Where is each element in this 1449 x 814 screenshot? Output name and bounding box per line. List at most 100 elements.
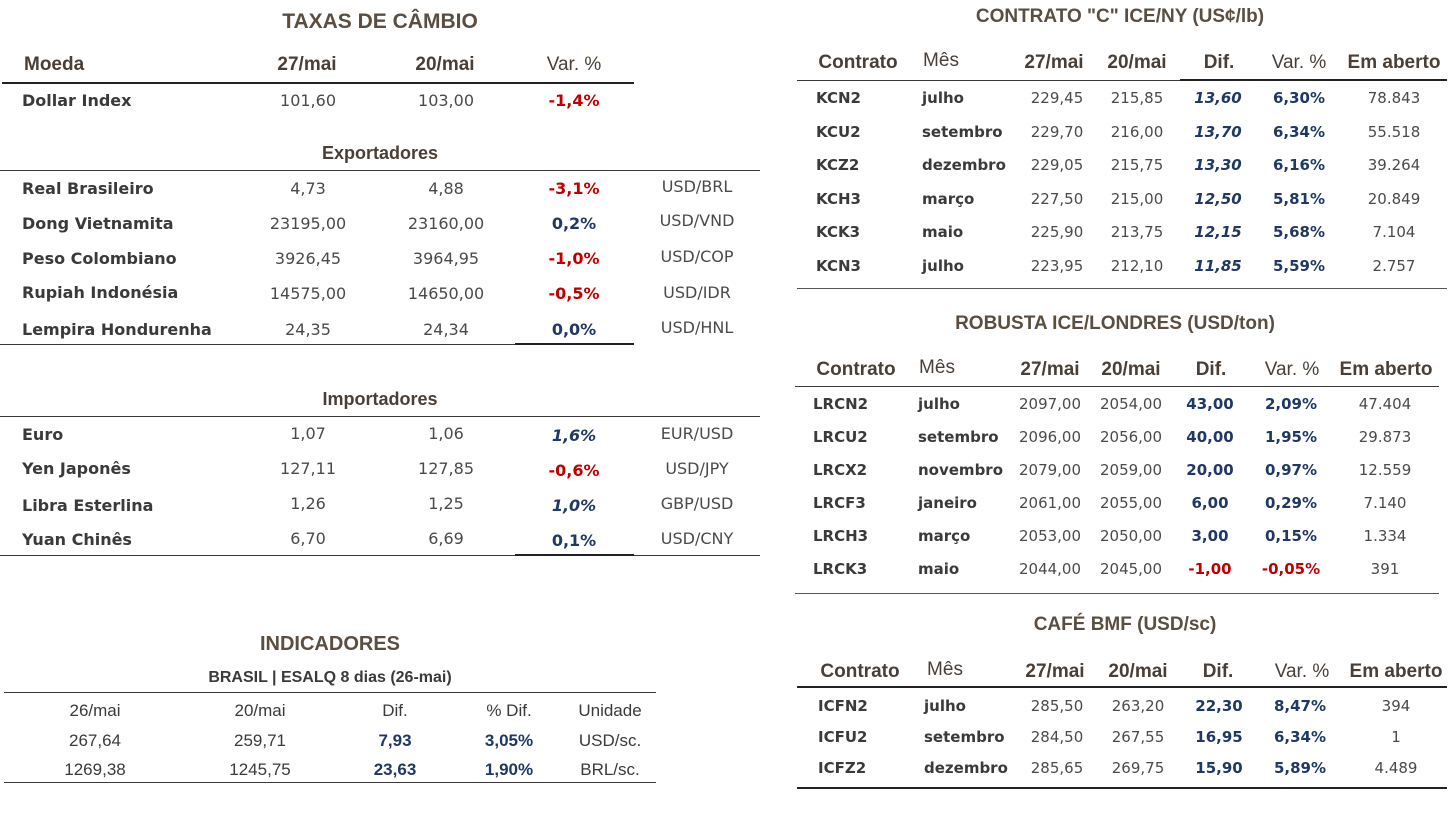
fx-exp-3-d2: 14650,00 — [407, 284, 485, 303]
bmf-row-0-aberto: 394 — [1381, 697, 1411, 715]
ind-row-1-c0: 1269,38 — [64, 760, 126, 779]
arabica-row-0-mes: julho — [922, 89, 964, 107]
ind-header-4: Unidade — [578, 701, 642, 720]
bmf-row-2-var: 5,89% — [1273, 759, 1327, 777]
fx-exportadores-bottom-rule-bold — [515, 343, 634, 345]
fx-exp-4-pair: USD/HNL — [660, 318, 734, 337]
fx-exp-3-d1: 14575,00 — [269, 284, 347, 303]
arabica-row-5-aberto: 2.757 — [1372, 256, 1416, 275]
robusta-header-0: Contrato — [816, 359, 896, 380]
fx-exp-4-d2: 24,34 — [423, 320, 469, 339]
arabica-header-6: Em aberto — [1347, 52, 1441, 73]
fx-header-rule — [2, 82, 634, 84]
fx-dollar-index-name: Dollar Index — [22, 91, 132, 110]
indicadores-title: INDICADORES — [259, 633, 400, 655]
robusta-row-5-d2: 2045,00 — [1099, 560, 1163, 578]
arabica-header-rule — [797, 80, 1447, 81]
arabica-row-5-d1: 223,95 — [1030, 256, 1084, 275]
fx-exp-2-d2: 3964,95 — [412, 249, 480, 268]
bmf-header-4: Dif. — [1202, 661, 1234, 682]
robusta-row-4-d1: 2053,00 — [1018, 527, 1082, 545]
arabica-row-3-mes: março — [922, 189, 975, 208]
robusta-row-0-d2: 2054,00 — [1099, 395, 1163, 413]
arabica-row-1-var: 6,34% — [1272, 122, 1326, 141]
robusta-row-2-mes: novembro — [918, 461, 1004, 479]
fx-header-moeda: Moeda — [24, 54, 85, 75]
arabica-header-3: 20/mai — [1107, 52, 1167, 73]
robusta-header-rule — [795, 386, 1439, 387]
robusta-row-3-d1: 2061,00 — [1018, 494, 1082, 512]
indicadores-subtitle: BRASIL | ESALQ 8 dias (26-mai) — [208, 669, 452, 686]
fx-dollar-index-d1: 101,60 — [280, 91, 336, 110]
fx-imp-1-name: Yen Japonês — [22, 459, 131, 478]
indicadores-bottom-rule — [4, 782, 656, 783]
fx-importadores-bottom-rule — [0, 555, 760, 556]
robusta-row-5-aberto: 391 — [1370, 560, 1400, 578]
robusta-row-2-aberto: 12.559 — [1358, 461, 1412, 479]
bmf-title: CAFÉ BMF (USD/sc) — [1033, 614, 1217, 635]
ind-row-0-c1: 259,71 — [234, 731, 286, 750]
fx-exp-0-d2: 4,88 — [428, 179, 464, 198]
fx-header-d2: 20/mai — [415, 54, 475, 75]
arabica-row-4-dif: 12,15 — [1194, 223, 1242, 241]
ind-header-0: 26/mai — [69, 701, 121, 720]
bmf-row-1-mes: setembro — [924, 728, 1005, 746]
arabica-row-4-d2: 213,75 — [1110, 223, 1164, 241]
bmf-header-5: Var. % — [1274, 661, 1330, 682]
robusta-row-1-contrato: LRCU2 — [813, 428, 868, 446]
fx-exp-4-name: Lempira Hondurenha — [22, 320, 212, 339]
robusta-row-3-mes: janeiro — [918, 494, 977, 512]
robusta-row-2-var: 0,97% — [1264, 461, 1318, 479]
fx-exp-0-pair: USD/BRL — [661, 177, 733, 196]
ind-row-1-c2: 23,63 — [373, 760, 417, 779]
fx-exp-4-d1: 24,35 — [285, 320, 331, 339]
fx-exp-2-var: -1,0% — [548, 249, 600, 268]
arabica-row-2-contrato: KCZ2 — [816, 156, 860, 174]
fx-exp-2-pair: USD/COP — [660, 247, 734, 266]
arabica-header-rule-bold — [1180, 79, 1447, 81]
fx-exp-3-var: -0,5% — [548, 284, 600, 303]
fx-imp-3-d1: 6,70 — [290, 529, 326, 548]
arabica-row-1-d1: 229,70 — [1030, 122, 1084, 141]
robusta-row-1-aberto: 29.873 — [1358, 428, 1412, 446]
bmf-bottom-rule — [797, 787, 1447, 789]
arabica-row-2-aberto: 39.264 — [1367, 156, 1421, 174]
robusta-row-5-var: -0,05% — [1261, 560, 1321, 578]
bmf-row-2-dif: 15,90 — [1195, 759, 1243, 777]
robusta-row-4-aberto: 1.334 — [1363, 527, 1407, 545]
bmf-row-1-var: 6,34% — [1273, 728, 1327, 746]
fx-importadores-rule — [0, 416, 760, 417]
ind-header-1: 20/mai — [234, 701, 286, 720]
robusta-row-0-aberto: 47.404 — [1358, 395, 1412, 413]
arabica-row-1-aberto: 55.518 — [1367, 122, 1421, 141]
bmf-row-2-d2: 269,75 — [1111, 759, 1165, 777]
ind-header-2: Dif. — [382, 701, 408, 720]
robusta-row-3-d2: 2055,00 — [1099, 494, 1163, 512]
fx-imp-0-pair: EUR/USD — [660, 424, 734, 443]
arabica-row-1-contrato: KCU2 — [816, 122, 861, 141]
fx-exp-0-var: -3,1% — [548, 179, 600, 198]
fx-exp-3-name: Rupiah Indonésia — [22, 283, 179, 302]
fx-imp-2-var: 1,0% — [551, 496, 597, 515]
fx-importadores-title: Importadores — [322, 389, 438, 409]
robusta-row-2-contrato: LRCX2 — [813, 461, 868, 479]
fx-imp-3-var: 0,1% — [551, 531, 597, 550]
arabica-row-2-var: 6,16% — [1272, 156, 1326, 174]
robusta-header-5: Var. % — [1264, 359, 1320, 380]
ind-header-3: % Dif. — [486, 701, 532, 720]
arabica-row-2-mes: dezembro — [922, 156, 1006, 174]
arabica-row-0-aberto: 78.843 — [1367, 89, 1421, 107]
bmf-row-1-d2: 267,55 — [1111, 728, 1165, 746]
arabica-row-4-contrato: KCK3 — [816, 223, 861, 241]
fx-imp-1-d1: 127,11 — [280, 459, 336, 478]
ind-row-0-c4: USD/sc. — [578, 731, 642, 750]
fx-imp-3-name: Yuan Chinês — [22, 530, 132, 549]
arabica-row-0-contrato: KCN2 — [816, 89, 861, 107]
fx-exp-3-pair: USD/IDR — [663, 283, 731, 302]
arabica-row-3-d1: 227,50 — [1030, 189, 1084, 208]
bmf-header-0: Contrato — [820, 661, 900, 682]
fx-imp-0-d2: 1,06 — [428, 424, 464, 443]
robusta-row-0-mes: julho — [918, 395, 960, 413]
bmf-row-0-d1: 285,50 — [1030, 697, 1084, 715]
fx-exp-2-d1: 3926,45 — [274, 249, 342, 268]
